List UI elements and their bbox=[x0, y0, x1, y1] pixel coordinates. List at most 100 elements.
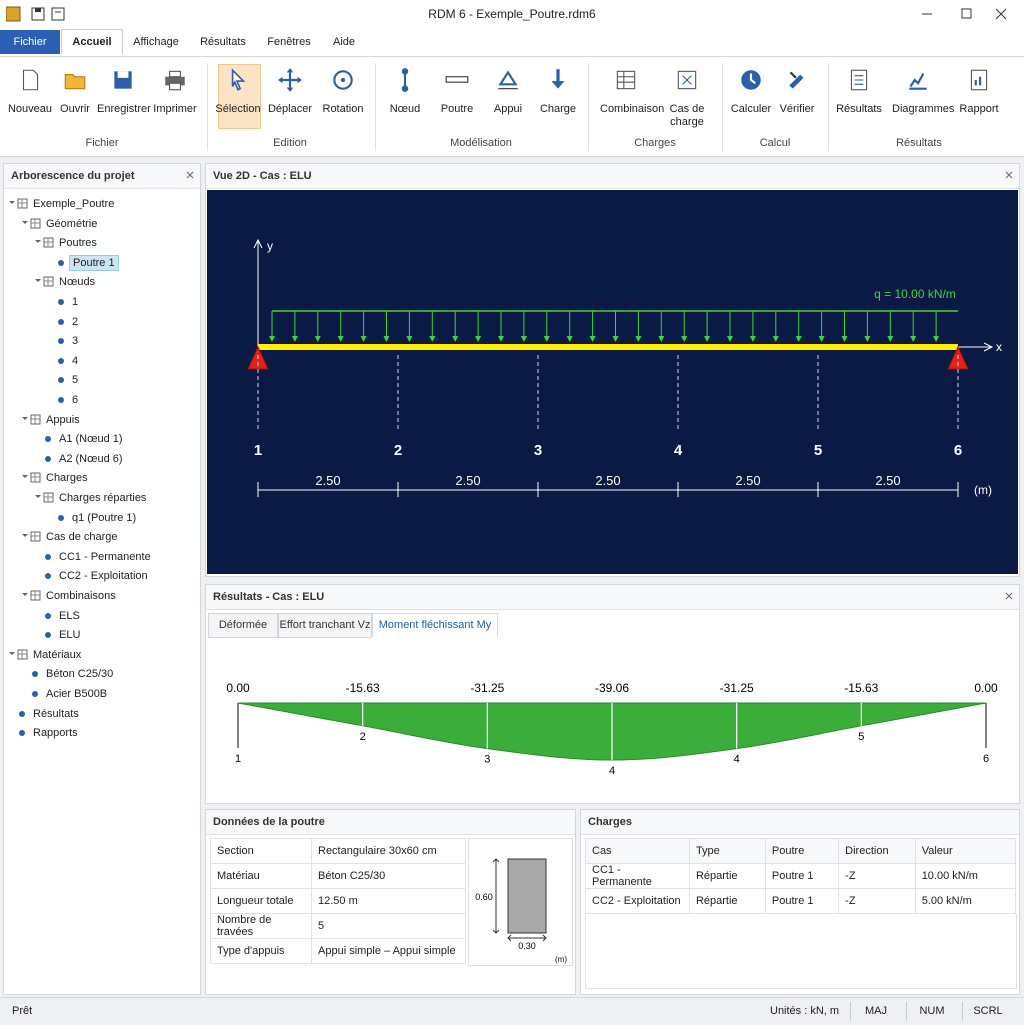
menu-tab[interactable]: Fenêtres bbox=[267, 36, 311, 48]
tree-item[interactable]: 6 bbox=[47, 391, 81, 409]
menu-tab[interactable]: Affichage bbox=[133, 36, 179, 48]
button-icon bbox=[763, 67, 831, 95]
ribbon-button[interactable]: Combinaison bbox=[592, 67, 664, 133]
ribbon-button[interactable]: Enregistrer bbox=[89, 67, 157, 133]
icon-glyph bbox=[9, 649, 28, 660]
tree-item[interactable]: A1 (Nœud 1) bbox=[34, 430, 126, 448]
tree-item[interactable]: 3 bbox=[47, 332, 81, 350]
result-tab[interactable]: Effort tranchant Vz bbox=[278, 613, 372, 638]
ribbon-button[interactable]: Résultats bbox=[825, 67, 893, 133]
tree-item[interactable]: Combinaisons bbox=[21, 587, 119, 605]
table-header-row: Cas Type Poutre Direction Valeur bbox=[585, 838, 1017, 864]
status-indicator: SCRL bbox=[973, 1005, 1003, 1017]
button-label: Ouvrir bbox=[60, 103, 90, 115]
button-label: Poutre bbox=[440, 103, 474, 115]
ribbon-button[interactable]: Charge bbox=[524, 67, 592, 133]
node-label: 5 bbox=[858, 731, 864, 743]
ribbon-button[interactable]: Ouvrir bbox=[41, 67, 109, 133]
ribbon-button[interactable]: Déplacer bbox=[256, 67, 324, 133]
ribbon-button[interactable]: Appui bbox=[474, 67, 542, 133]
close-button[interactable] bbox=[1005, 171, 1013, 179]
ribbon-button[interactable]: Poutre bbox=[423, 67, 491, 133]
panel-title: Vue 2D - Cas : ELU bbox=[206, 164, 1019, 189]
tree-item[interactable]: Exemple_Poutre bbox=[8, 195, 117, 213]
window-controls[interactable] bbox=[920, 6, 1020, 22]
tree-item[interactable]: Charges bbox=[21, 469, 91, 487]
tree-item[interactable]: q1 (Poutre 1) bbox=[47, 509, 139, 527]
tree-item[interactable]: Résultats bbox=[8, 705, 82, 723]
tree-item[interactable]: ELS bbox=[34, 607, 83, 625]
tree-item[interactable]: 2 bbox=[47, 313, 81, 331]
moment-value-label: -15.63 bbox=[346, 681, 380, 695]
field-value: Béton C25/30 bbox=[311, 863, 466, 889]
ribbon-button[interactable]: Vérifier bbox=[763, 67, 831, 133]
menu-tab[interactable]: Accueil bbox=[61, 29, 123, 54]
tree-icon bbox=[34, 433, 56, 445]
button-label: Rapport bbox=[959, 103, 999, 115]
tree-item[interactable]: 5 bbox=[47, 371, 81, 389]
table-area bbox=[585, 914, 1017, 989]
tree-icon bbox=[34, 492, 56, 504]
tree-item[interactable]: ELU bbox=[34, 626, 83, 644]
tree-item[interactable]: Rapports bbox=[8, 724, 81, 742]
tree-label: Acier B500B bbox=[46, 688, 108, 700]
button-icon bbox=[825, 67, 893, 95]
icon-glyph bbox=[445, 76, 469, 83]
tree-item[interactable]: Poutres bbox=[34, 234, 100, 252]
tree-item[interactable]: Cas de charge bbox=[21, 528, 121, 546]
menu-tab[interactable]: Fichier bbox=[0, 30, 60, 54]
menu-tab[interactable]: Résultats bbox=[200, 36, 246, 48]
ribbon-button[interactable]: Nouveau bbox=[0, 67, 64, 133]
tree-item[interactable]: Poutre 1 bbox=[47, 254, 119, 272]
selected-highlight bbox=[218, 64, 261, 129]
tree-item[interactable]: CC2 - Exploitation bbox=[34, 567, 151, 585]
tree-item[interactable]: Charges réparties bbox=[34, 489, 149, 507]
icon-glyph bbox=[58, 514, 64, 521]
ribbon-button[interactable]: Sélection bbox=[204, 67, 272, 133]
charges-table: Cas Type Poutre Direction Valeur CC1 - Perman… bbox=[585, 838, 1017, 914]
tree-item[interactable]: Acier B500B bbox=[21, 685, 110, 703]
ribbon-button[interactable]: Rapport bbox=[945, 67, 1013, 133]
load-arrow-head bbox=[383, 336, 390, 342]
tree-item[interactable]: Appuis bbox=[21, 411, 83, 429]
load-arrow-head bbox=[887, 336, 894, 342]
icon-glyph bbox=[58, 357, 64, 364]
result-tab[interactable]: Déformée bbox=[208, 613, 278, 638]
menu-tab[interactable]: Aide bbox=[332, 36, 356, 48]
close-button[interactable] bbox=[186, 171, 194, 179]
tree-item[interactable]: Nœuds bbox=[34, 273, 98, 291]
quick-access[interactable] bbox=[6, 6, 70, 22]
charges-panel: Charges Cas Type Poutre Direction Valeur CC1 … bbox=[580, 809, 1020, 995]
ribbon-button[interactable]: Diagrammes bbox=[884, 67, 954, 133]
tree-icon bbox=[47, 335, 69, 347]
tree-icon bbox=[47, 316, 69, 328]
ribbon-button[interactable]: Nœud bbox=[371, 67, 439, 133]
span-label: 2.50 bbox=[315, 473, 340, 488]
table-cell: 5.00 kN/m bbox=[914, 888, 1017, 914]
button-icon bbox=[524, 67, 592, 95]
tree-label: A1 (Nœud 1) bbox=[59, 433, 123, 446]
tree-icon bbox=[8, 708, 30, 720]
ribbon-button[interactable]: Imprimer bbox=[141, 67, 209, 133]
tree-item[interactable]: 4 bbox=[47, 352, 81, 370]
tree-item[interactable]: Matériaux bbox=[8, 646, 84, 664]
table-cell: CC2 - Exploitation bbox=[585, 888, 690, 914]
load-arrow-head bbox=[452, 336, 459, 342]
load-arrow-head bbox=[406, 336, 413, 342]
tree-item[interactable]: 1 bbox=[47, 293, 81, 311]
icon-glyph bbox=[551, 69, 565, 89]
tree-item[interactable]: CC1 - Permanente bbox=[34, 548, 154, 566]
ribbon-button[interactable]: Rotation bbox=[309, 67, 377, 133]
ribbon-button[interactable]: Calculer bbox=[717, 67, 785, 133]
close-button[interactable] bbox=[1005, 592, 1013, 600]
ribbon-button[interactable]: Cas de charge bbox=[653, 67, 721, 133]
table-row: Matériau Béton C25/30 bbox=[210, 863, 466, 889]
load-arrow-head bbox=[520, 336, 527, 342]
tree-icon bbox=[47, 296, 69, 308]
tree-item[interactable]: A2 (Nœud 6) bbox=[34, 450, 126, 468]
tree-item[interactable]: Béton C25/30 bbox=[21, 665, 116, 683]
table-row: CC1 - Permanente Répartie Poutre 1 -Z 10.00 … bbox=[585, 863, 1017, 889]
result-tab[interactable]: Moment fléchissant My bbox=[372, 613, 498, 637]
tree-item[interactable]: Géométrie bbox=[21, 215, 100, 233]
